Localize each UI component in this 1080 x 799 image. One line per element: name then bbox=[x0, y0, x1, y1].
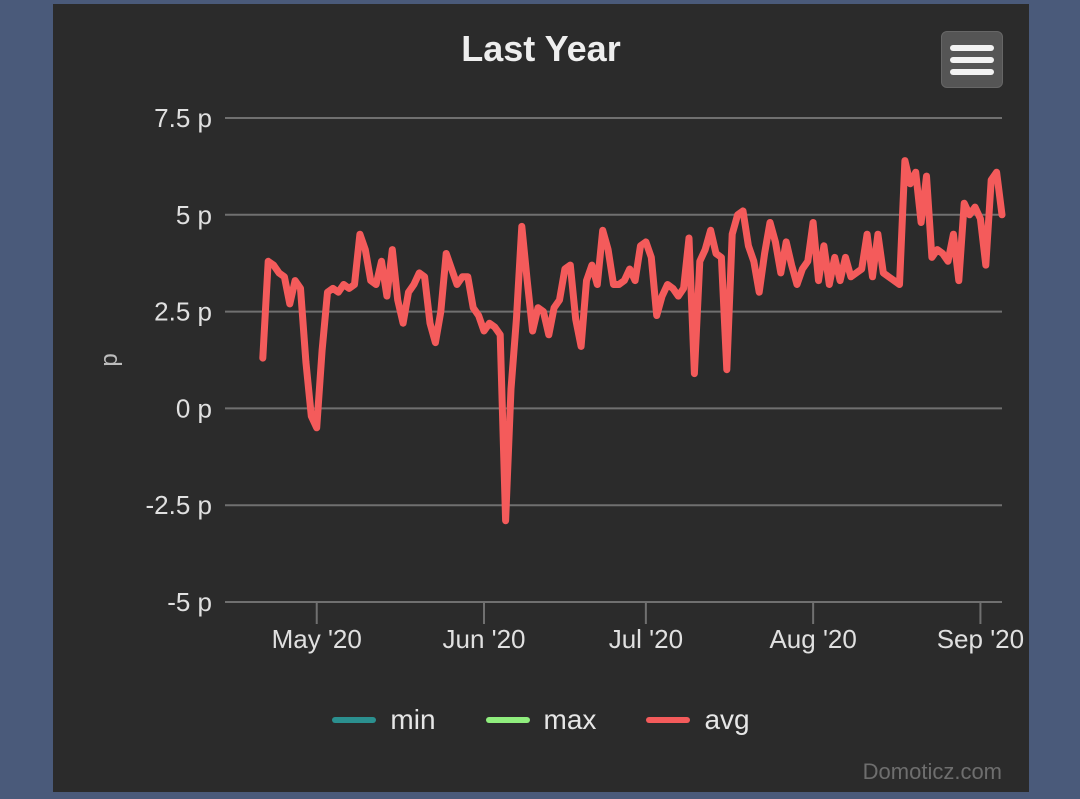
legend-item-max[interactable]: max bbox=[485, 704, 597, 736]
legend-swatch bbox=[646, 717, 691, 723]
y-tick-label: 2.5 p bbox=[154, 297, 212, 327]
legend-label: min bbox=[390, 704, 436, 735]
series-line-avg bbox=[259, 157, 1006, 525]
x-tick-label: Sep '20 bbox=[937, 624, 1024, 654]
y-tick-label: -5 p bbox=[167, 587, 212, 617]
x-tick-label: Jun '20 bbox=[442, 624, 525, 654]
y-axis-title: p bbox=[96, 353, 123, 366]
y-tick-label: 5 p bbox=[176, 200, 212, 230]
chart-panel: Last Year 7.5 p 5 p 2.5 p 0 p -2.5 p -5 p p May… bbox=[53, 4, 1029, 792]
chart-plot-area: 7.5 p 5 p 2.5 p 0 p -2.5 p -5 p p May '20 Jun '2… bbox=[96, 103, 1024, 654]
hamburger-menu-icon bbox=[950, 44, 994, 51]
chart-menu-button[interactable] bbox=[941, 31, 1003, 88]
y-tick-label: 7.5 p bbox=[154, 103, 212, 133]
x-tick-label: Aug '20 bbox=[769, 624, 856, 654]
hamburger-menu-icon bbox=[950, 68, 994, 75]
legend-swatch bbox=[332, 717, 377, 723]
legend-swatch bbox=[485, 717, 530, 723]
legend-item-min[interactable]: min bbox=[332, 704, 436, 736]
chart-title: Last Year bbox=[461, 28, 621, 69]
x-tick-label: Jul '20 bbox=[609, 624, 683, 654]
credits-link[interactable]: Domoticz.com bbox=[862, 759, 1002, 784]
legend-label: max bbox=[543, 704, 597, 735]
legend-item-avg[interactable]: avg bbox=[646, 704, 750, 736]
legend-label: avg bbox=[704, 704, 750, 735]
hamburger-menu-icon bbox=[950, 56, 994, 63]
x-tick-label: May '20 bbox=[272, 624, 362, 654]
y-tick-label: 0 p bbox=[176, 393, 212, 423]
y-tick-label: -2.5 p bbox=[146, 490, 213, 520]
chart-legend: min max avg bbox=[53, 704, 1029, 736]
